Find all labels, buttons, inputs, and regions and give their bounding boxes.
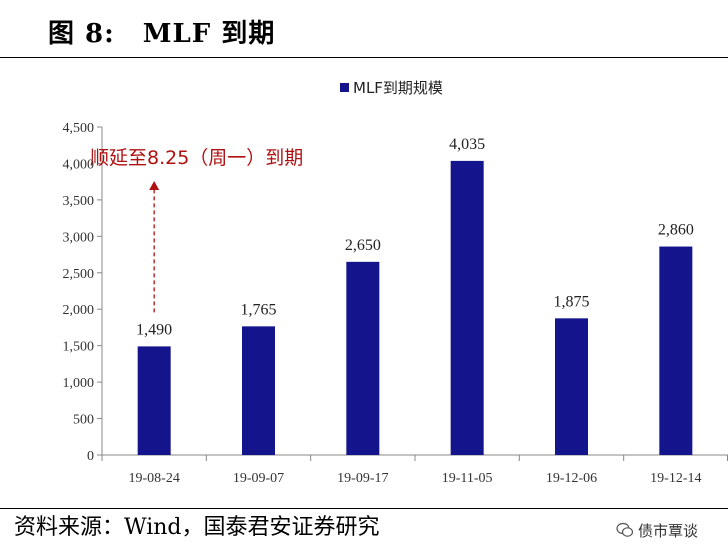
wechat-icon [616, 522, 634, 537]
annotation-text: 顺延至8.25（周一）到期 [90, 147, 303, 169]
bar [450, 160, 484, 455]
y-tick-label: 1,500 [63, 340, 95, 355]
watermark-text: 债市覃谈 [638, 522, 699, 540]
y-axis: 0 500 1,000 1,500 2,000 2,500 3,000 3,500 4,000 4… [63, 121, 103, 464]
y-tick-label: 4,000 [63, 157, 95, 172]
bar [659, 246, 693, 455]
figure-title-text: MLF 到期 [142, 19, 276, 49]
y-tick-label: 1,000 [63, 376, 95, 391]
bars: 1,490 1,765 2,650 4,035 1,875 2,860 [136, 136, 694, 455]
bar [242, 326, 275, 455]
data-label: 4,035 [449, 136, 485, 153]
y-tick-label: 2,500 [63, 267, 95, 282]
bar [555, 318, 588, 455]
data-label: 1,875 [554, 293, 590, 310]
legend-swatch [340, 83, 349, 92]
y-tick-label: 3,000 [63, 230, 95, 245]
x-axis: 19-08-24 19-09-07 19-09-17 19-11-05 19-12-06… [101, 454, 728, 486]
x-tick-label: 19-08-24 [129, 471, 180, 486]
data-label: 2,860 [658, 222, 694, 239]
data-label: 1,765 [241, 301, 277, 318]
x-tick-label: 19-09-17 [337, 471, 388, 486]
watermark: 债市覃谈 [616, 518, 698, 544]
y-tick-label: 4,500 [63, 121, 95, 136]
y-tick-label: 500 [73, 413, 94, 428]
y-tick-label: 0 [87, 449, 94, 464]
top-rule [0, 57, 728, 58]
figure-number: 图 8: [48, 19, 115, 49]
bar [346, 261, 380, 455]
legend: MLF到期规模 [340, 79, 443, 97]
annotation-arrow-head [149, 181, 160, 190]
source-note: 资料来源：Wind，国泰君安证券研究 [14, 515, 380, 540]
x-tick-label: 19-12-06 [546, 471, 597, 486]
bar-chart: MLF到期规模 0 500 1,000 1,500 2,000 2,500 3,000 3,5… [63, 79, 728, 486]
figure-title: 图 8: MLF 到期 [48, 14, 275, 54]
annotation: 顺延至8.25（周一）到期 [90, 147, 303, 313]
x-tick-label: 19-12-14 [650, 471, 701, 486]
legend-label: MLF到期规模 [353, 79, 443, 97]
data-label: 2,650 [345, 237, 381, 254]
y-tick-label: 2,000 [63, 303, 95, 318]
bottom-rule [0, 508, 728, 509]
data-label: 1,490 [136, 321, 172, 338]
x-tick-label: 19-11-05 [442, 471, 493, 486]
x-tick-label: 19-09-07 [233, 471, 284, 486]
y-tick-label: 3,500 [63, 194, 95, 209]
bar [137, 346, 171, 455]
